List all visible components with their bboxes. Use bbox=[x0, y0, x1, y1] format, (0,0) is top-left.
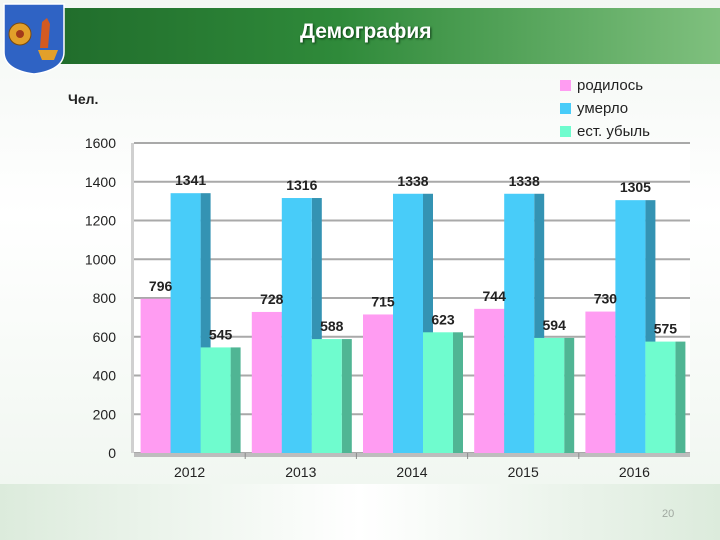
bar-side bbox=[341, 339, 352, 453]
bar bbox=[311, 339, 342, 453]
legend-swatch-born bbox=[560, 80, 571, 91]
bar bbox=[504, 193, 535, 453]
legend-label-natural-decline: ест. убыль bbox=[577, 123, 650, 140]
legend-item-natural-decline: ест. убыль bbox=[560, 120, 650, 143]
coat-of-arms-emblem bbox=[2, 2, 66, 76]
bar-side bbox=[230, 347, 241, 453]
y-axis-ticks: 0 200 400 600 800 1000 1200 1400 1600 bbox=[85, 135, 116, 461]
legend-label-born: родилось bbox=[577, 77, 644, 94]
bar-side bbox=[453, 332, 463, 453]
data-labels: 796 1341 545 728 1316 588 715 1338 623 744 1338 594… bbox=[149, 172, 677, 342]
y-tick-label: 1600 bbox=[85, 135, 116, 151]
bar bbox=[615, 200, 646, 453]
data-label: 545 bbox=[209, 326, 233, 342]
bar bbox=[363, 314, 393, 453]
data-label: 715 bbox=[371, 293, 395, 309]
slide-title: Демография bbox=[300, 20, 432, 43]
bar-side bbox=[423, 193, 433, 453]
plot-side-wall bbox=[131, 143, 134, 453]
header-bar bbox=[26, 8, 720, 64]
bar bbox=[200, 347, 231, 453]
x-tick-label: 2016 bbox=[619, 464, 650, 480]
x-tick-label: 2015 bbox=[508, 464, 539, 480]
data-label: 588 bbox=[320, 318, 344, 334]
chart-legend: родилось умерло ест. убыль bbox=[560, 74, 650, 143]
bar bbox=[281, 198, 312, 453]
data-label: 1341 bbox=[175, 172, 206, 188]
data-label: 1338 bbox=[509, 173, 540, 189]
data-label: 730 bbox=[594, 291, 618, 307]
data-label: 728 bbox=[260, 291, 284, 307]
plot-floor bbox=[134, 453, 690, 457]
y-axis-label: Чел. bbox=[68, 91, 98, 107]
data-label: 623 bbox=[431, 311, 455, 327]
bar-side bbox=[564, 337, 575, 453]
x-axis-ticks: 2012 2013 2014 2015 2016 bbox=[174, 453, 650, 480]
data-label: 1305 bbox=[620, 179, 651, 195]
bar bbox=[534, 337, 565, 453]
y-tick-label: 200 bbox=[93, 406, 117, 422]
bar bbox=[474, 308, 505, 453]
bar bbox=[423, 332, 453, 453]
x-tick-label: 2013 bbox=[285, 464, 316, 480]
data-label: 1338 bbox=[397, 173, 428, 189]
y-tick-label: 400 bbox=[93, 368, 117, 384]
x-tick-label: 2014 bbox=[396, 464, 427, 480]
bar bbox=[251, 311, 282, 453]
data-label: 1316 bbox=[286, 177, 317, 193]
bar-side bbox=[645, 200, 656, 453]
page-number: 20 bbox=[662, 508, 675, 520]
data-label: 796 bbox=[149, 278, 173, 294]
y-tick-label: 0 bbox=[108, 445, 116, 461]
x-tick-label: 2012 bbox=[174, 464, 205, 480]
legend-item-died: умерло bbox=[560, 97, 650, 120]
bar bbox=[393, 193, 423, 453]
bar-side bbox=[534, 193, 545, 453]
bar-side bbox=[311, 198, 322, 453]
data-label: 594 bbox=[543, 317, 567, 333]
y-tick-label: 1200 bbox=[85, 213, 116, 229]
bar bbox=[585, 311, 616, 453]
data-label: 744 bbox=[483, 288, 507, 304]
legend-swatch-natural-decline bbox=[560, 126, 571, 137]
legend-swatch-died bbox=[560, 103, 571, 114]
bar bbox=[170, 193, 201, 453]
bar bbox=[645, 341, 676, 453]
bar bbox=[140, 298, 171, 453]
bar-side bbox=[200, 193, 211, 453]
y-tick-label: 800 bbox=[93, 290, 117, 306]
y-tick-label: 600 bbox=[93, 329, 117, 345]
bars bbox=[140, 193, 686, 453]
bar-side bbox=[675, 341, 686, 453]
legend-item-born: родилось bbox=[560, 74, 650, 97]
data-label: 575 bbox=[654, 321, 678, 337]
footer-band bbox=[0, 484, 720, 540]
y-tick-label: 1000 bbox=[85, 251, 116, 267]
y-tick-label: 1400 bbox=[85, 174, 116, 190]
legend-label-died: умерло bbox=[577, 100, 629, 117]
